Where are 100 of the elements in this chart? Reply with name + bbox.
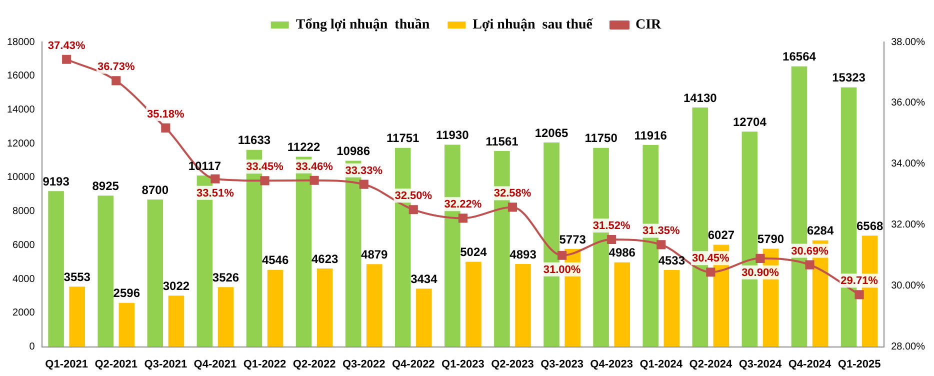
point — [558, 250, 567, 260]
y2-tick-label: 28.00% — [891, 342, 926, 353]
data-label: 3526 — [212, 270, 240, 284]
point — [359, 180, 368, 189]
y2-tick-label: 36.00% — [891, 98, 926, 109]
data-label: 5024 — [460, 245, 488, 260]
bar — [614, 262, 630, 347]
point — [656, 240, 666, 250]
point — [408, 205, 418, 214]
data-label: 14130 — [683, 90, 718, 105]
y-tick-label: 2000 — [12, 308, 36, 319]
point — [756, 254, 765, 263]
data-label: 4986 — [608, 246, 636, 260]
point — [62, 54, 72, 64]
point — [310, 176, 319, 185]
bar — [168, 296, 184, 347]
bar — [366, 264, 382, 347]
point — [210, 174, 220, 184]
legend-label: Lợi nhuận sau thuế — [472, 18, 594, 33]
data-label: 11916 — [634, 128, 668, 142]
data-label: 15323 — [832, 70, 866, 85]
point — [508, 202, 518, 212]
data-label: 31.00% — [543, 264, 581, 276]
point — [112, 76, 121, 86]
data-label: 5773 — [559, 232, 586, 246]
point — [161, 123, 170, 132]
y-tick-label: 12000 — [6, 138, 36, 150]
y2-tick-label: 32.00% — [891, 220, 926, 231]
x-tick-label: Q3-2024 — [738, 358, 783, 370]
data-label: 32.58% — [494, 188, 532, 200]
data-label: 3553 — [64, 270, 91, 284]
data-label: 16564 — [782, 50, 816, 64]
point — [260, 176, 270, 186]
bar — [466, 262, 482, 347]
x-tick-label: Q1-2025 — [838, 358, 881, 370]
data-label: 31.35% — [642, 225, 680, 238]
data-label: 6027 — [708, 228, 735, 242]
y-tick-label: 0 — [29, 342, 36, 353]
data-label: 6568 — [856, 218, 884, 233]
x-tick-label: Q4-2022 — [392, 358, 435, 370]
x-tick-label: Q2-2021 — [94, 358, 138, 370]
data-label: 32.50% — [394, 190, 432, 202]
bar — [48, 191, 64, 347]
point — [458, 214, 468, 223]
data-label: 11222 — [287, 140, 320, 154]
bar — [69, 286, 86, 347]
bar — [147, 199, 164, 347]
y-tick-label: 16000 — [6, 70, 36, 82]
x-tick-label: Q4-2021 — [194, 358, 237, 370]
data-label: 30.45% — [692, 252, 730, 265]
data-label: 30.90% — [742, 266, 780, 279]
data-label: 3434 — [410, 272, 438, 286]
data-label: 4546 — [262, 253, 289, 268]
data-label: 11561 — [486, 134, 519, 148]
y-tick-label: 14000 — [6, 104, 36, 116]
x-tick-label: Q4-2024 — [788, 358, 832, 370]
data-label: 12704 — [733, 114, 767, 129]
data-label: 5790 — [757, 232, 784, 246]
y-tick-label: 18000 — [6, 36, 36, 48]
bar — [98, 196, 114, 347]
data-label: 12065 — [534, 126, 569, 140]
data-label: 29.71% — [840, 275, 878, 288]
legend-label: CIR — [635, 18, 662, 33]
data-label: 11750 — [584, 131, 618, 146]
bar — [515, 264, 531, 347]
bar — [664, 270, 680, 347]
data-label: 8925 — [92, 178, 120, 193]
bar — [218, 287, 234, 347]
x-tick-label: Q3-2022 — [342, 358, 386, 370]
y2-tick-label: 30.00% — [891, 280, 926, 292]
x-tick-label: Q3-2021 — [144, 358, 188, 370]
data-label: 33.33% — [345, 164, 383, 177]
data-label: 30.69% — [791, 245, 829, 258]
data-label: 2596 — [113, 286, 140, 300]
data-label: 11751 — [386, 131, 420, 146]
y2-tick-label: 38.00% — [891, 36, 926, 48]
point — [805, 260, 814, 270]
data-label: 4879 — [361, 247, 388, 262]
y2-tick-label: 34.00% — [891, 158, 926, 170]
x-tick-label: Q1-2022 — [243, 358, 286, 370]
y-tick-label: 10000 — [6, 172, 36, 184]
x-tick-label: Q2-2022 — [292, 358, 336, 370]
y-tick-label: 6000 — [12, 240, 36, 251]
data-label: 6284 — [806, 224, 834, 238]
bar — [118, 302, 135, 347]
data-label: 35.18% — [147, 108, 185, 120]
bar — [416, 288, 432, 347]
x-tick-label: Q1-2021 — [45, 358, 88, 370]
x-tick-label: Q1-2024 — [640, 358, 684, 370]
data-label: 11930 — [436, 128, 470, 142]
point — [706, 268, 716, 277]
point — [854, 290, 864, 300]
x-tick-label: Q2-2023 — [491, 358, 534, 370]
data-label: 8700 — [142, 182, 169, 197]
x-tick-label: Q2-2024 — [689, 358, 733, 370]
legend-label: Tổng lợi nhuận thuần — [296, 18, 430, 33]
bar — [316, 268, 333, 347]
data-label: 36.73% — [97, 61, 135, 74]
y-tick-label: 8000 — [12, 206, 36, 218]
data-label: 4533 — [658, 253, 686, 268]
